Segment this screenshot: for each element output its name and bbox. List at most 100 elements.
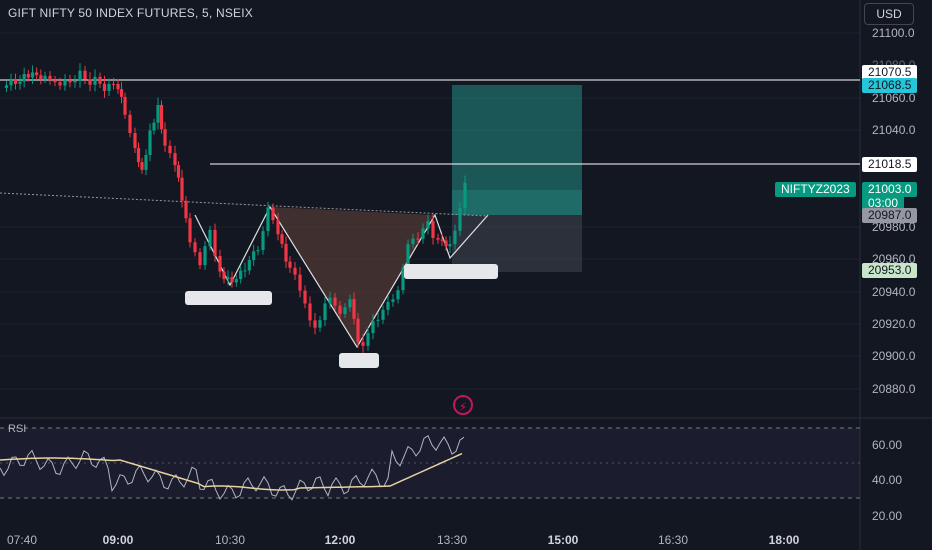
- candle-body: [140, 162, 144, 170]
- candle-body: [444, 240, 448, 247]
- candle-body: [411, 238, 415, 245]
- candle-body: [9, 79, 13, 86]
- candle-body: [88, 79, 92, 85]
- price-tag-level: 21018.5: [862, 157, 918, 172]
- candle-body: [280, 234, 284, 244]
- target-zone[interactable]: [452, 85, 582, 215]
- label-right-shoulder[interactable]: [404, 264, 498, 279]
- candle-body: [26, 74, 30, 78]
- time-tick: 13:30: [436, 533, 468, 547]
- rsi-label: RSI: [8, 423, 27, 435]
- candle-body: [313, 320, 317, 328]
- candle-body: [333, 297, 337, 306]
- candle-body: [381, 309, 385, 320]
- candle-body: [436, 237, 440, 240]
- label-left-shoulder[interactable]: [185, 291, 272, 305]
- candle-body: [356, 318, 360, 343]
- currency-button[interactable]: USD: [864, 3, 914, 25]
- candle-body: [73, 81, 77, 83]
- price-tag-last: 21003.0: [862, 182, 918, 197]
- price-tick: 20900.0: [872, 349, 916, 363]
- candle-body: [440, 239, 444, 241]
- candle-body: [119, 89, 124, 97]
- candle-body: [348, 299, 352, 308]
- bar-countdown: 03:00: [862, 196, 905, 210]
- candle-body: [22, 74, 26, 82]
- candle-body: [352, 299, 356, 319]
- candle-body: [298, 274, 302, 291]
- candle-body: [180, 177, 184, 201]
- price-tick: 21060.0: [872, 91, 916, 105]
- candle-body: [198, 252, 202, 266]
- rsi-tick: 60.00: [872, 438, 903, 452]
- candle-body: [188, 218, 192, 243]
- price-grid: [0, 32, 860, 390]
- candle-body: [58, 82, 62, 86]
- candle-body: [152, 122, 156, 131]
- price-tag-target: 21068.5: [862, 78, 918, 93]
- lightning-icon[interactable]: ⚡: [453, 395, 473, 415]
- pattern-fill: [270, 207, 435, 347]
- price-tag-resistance: 21070.5: [862, 65, 918, 80]
- candle-body: [308, 303, 312, 321]
- candle-body: [156, 104, 160, 123]
- candle-body: [30, 72, 35, 78]
- candle-body: [338, 305, 342, 314]
- candle-body: [366, 333, 370, 346]
- candle-body: [203, 246, 207, 266]
- candle-body: [303, 290, 307, 304]
- price-tick: 20940.0: [872, 285, 916, 299]
- candle-body: [176, 165, 181, 178]
- candle-body: [361, 342, 365, 346]
- candle-body: [252, 251, 256, 261]
- candle-body: [43, 75, 47, 79]
- candle-body: [247, 260, 251, 271]
- candle-body: [318, 320, 322, 328]
- candle-body: [406, 244, 410, 268]
- time-tick: 18:00: [768, 533, 800, 547]
- candle-body: [222, 271, 226, 280]
- symbol-tag: NIFTYZ2023: [775, 182, 856, 197]
- candle-body: [144, 155, 148, 170]
- candles: [4, 63, 467, 353]
- candle-body: [391, 299, 395, 302]
- candle-body: [343, 307, 347, 314]
- candle-body: [53, 80, 57, 83]
- rsi-ma-line: [0, 452, 463, 491]
- candle-body: [416, 238, 420, 240]
- neckline[interactable]: [0, 192, 489, 217]
- chart-title: GIFT NIFTY 50 INDEX FUTURES, 5, NSEIX: [8, 6, 254, 20]
- price-tick: 20980.0: [872, 220, 916, 234]
- candle-body: [133, 132, 137, 148]
- candle-body: [261, 231, 265, 251]
- candle-body: [288, 261, 292, 268]
- candle-body: [396, 290, 400, 300]
- candle-body: [386, 301, 390, 310]
- candle-body: [148, 130, 152, 156]
- candle-body: [35, 72, 39, 76]
- candle-body: [458, 208, 462, 231]
- candle-body: [98, 76, 102, 84]
- label-head[interactable]: [339, 353, 379, 368]
- candle-body: [401, 267, 405, 291]
- price-tick: 20880.0: [872, 382, 916, 396]
- pattern-zigzag[interactable]: [194, 205, 489, 349]
- price-tick: 21040.0: [872, 123, 916, 137]
- candle-body: [230, 277, 234, 283]
- candle-body: [123, 96, 127, 115]
- candle-body: [463, 182, 467, 209]
- price-tag-stop: 20953.0: [862, 263, 918, 278]
- candle-body: [421, 228, 425, 239]
- price-tag-entry: 20987.0: [862, 208, 918, 223]
- candle-body: [448, 244, 452, 247]
- candle-body: [218, 256, 222, 272]
- candle-body: [323, 303, 327, 321]
- candle-body: [116, 83, 120, 90]
- stop-zone[interactable]: [452, 215, 582, 272]
- candle-body: [93, 76, 97, 85]
- candle-body: [4, 85, 9, 88]
- candle-body: [431, 221, 435, 238]
- candle-body: [213, 229, 217, 257]
- candle-body: [78, 70, 82, 82]
